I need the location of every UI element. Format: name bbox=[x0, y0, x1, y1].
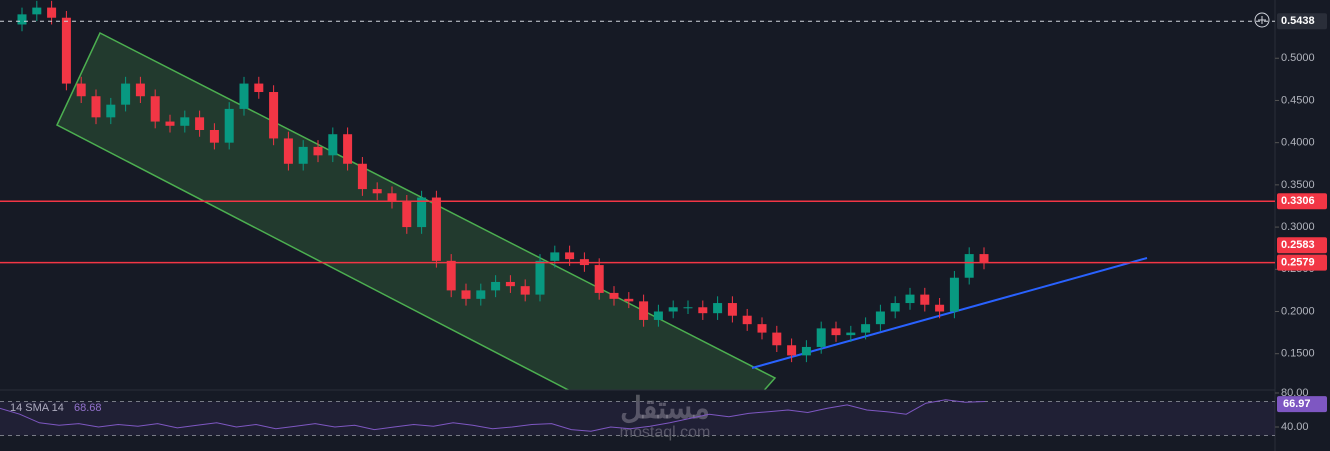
watermark: مستقل bbox=[620, 392, 710, 425]
candle-body bbox=[32, 7, 42, 15]
price-label: 0.3306 bbox=[1281, 195, 1315, 207]
candle-body bbox=[520, 286, 530, 295]
drawings bbox=[56, 31, 777, 390]
candle-body bbox=[698, 307, 708, 314]
last-price-bg bbox=[1277, 237, 1327, 254]
candle-body bbox=[949, 277, 959, 312]
candle-body bbox=[890, 303, 900, 312]
candle-body bbox=[17, 14, 27, 25]
candle-body bbox=[801, 346, 811, 356]
candle-body bbox=[757, 324, 767, 333]
candle-body bbox=[624, 298, 634, 302]
candle-body bbox=[150, 96, 160, 122]
candle-body bbox=[180, 117, 190, 126]
candle-body bbox=[195, 117, 205, 130]
candle-body bbox=[431, 197, 441, 261]
candle-body bbox=[446, 260, 456, 291]
price-label: 0.5438 bbox=[1281, 15, 1315, 27]
candle-body bbox=[787, 345, 797, 356]
candle-body bbox=[535, 260, 545, 295]
candle-body bbox=[505, 281, 515, 287]
rsi-tick-label: 80.00 bbox=[1281, 387, 1309, 399]
candle-body bbox=[387, 193, 397, 202]
candle-body bbox=[565, 252, 575, 260]
candle-body bbox=[61, 17, 71, 84]
candle-body bbox=[461, 290, 471, 299]
y-tick-label: 0.3000 bbox=[1281, 221, 1315, 233]
candle-body bbox=[328, 134, 338, 156]
price-label: 0.2579 bbox=[1281, 257, 1315, 269]
rsi-last-label: 66.97 bbox=[1283, 398, 1311, 410]
candle-body bbox=[165, 121, 175, 126]
candle-body bbox=[313, 146, 323, 156]
price-label-bg bbox=[1277, 193, 1327, 210]
watermark: mostaql.com bbox=[620, 424, 711, 441]
candle-body bbox=[476, 290, 486, 299]
y-tick-label: 0.5000 bbox=[1281, 52, 1315, 64]
candle-body bbox=[76, 83, 86, 97]
candle-body bbox=[106, 104, 116, 118]
add-button[interactable] bbox=[1254, 12, 1270, 28]
candle-body bbox=[550, 252, 560, 261]
candle-body bbox=[224, 108, 234, 143]
candle-body bbox=[639, 301, 649, 320]
rsi-tick-label: 40.00 bbox=[1281, 421, 1309, 433]
candle-body bbox=[609, 292, 619, 299]
candle-body bbox=[135, 83, 145, 97]
add-icon bbox=[1258, 16, 1266, 24]
candle-body bbox=[816, 328, 826, 347]
candle-body bbox=[875, 311, 885, 325]
last-price-label: 0.2583 bbox=[1281, 239, 1315, 251]
y-tick-label: 0.4000 bbox=[1281, 137, 1315, 149]
y-tick-label: 0.3500 bbox=[1281, 179, 1315, 191]
rsi-title: 14 SMA 14 bbox=[10, 402, 64, 414]
candle-body bbox=[209, 130, 219, 143]
candle-body bbox=[772, 332, 782, 346]
rsi-last-bg bbox=[1277, 396, 1327, 413]
candle-body bbox=[283, 138, 293, 164]
trendline bbox=[751, 257, 1148, 369]
candle-body bbox=[653, 311, 663, 320]
candle-body bbox=[979, 254, 989, 263]
candle-body bbox=[964, 254, 974, 278]
candle-body bbox=[846, 332, 856, 336]
candle-body bbox=[269, 92, 279, 139]
candle-body bbox=[491, 281, 501, 291]
candle-body bbox=[357, 163, 367, 190]
rsi-band bbox=[0, 401, 1275, 436]
y-tick-label: 0.1500 bbox=[1281, 348, 1315, 360]
candle-body bbox=[905, 294, 915, 304]
candle-body bbox=[935, 304, 945, 312]
candle-body bbox=[831, 328, 841, 336]
rsi-line bbox=[0, 399, 986, 432]
candle-body bbox=[239, 83, 249, 109]
candle-body bbox=[713, 303, 723, 314]
candle-body bbox=[727, 303, 737, 316]
candle-body bbox=[742, 315, 752, 325]
candle-body bbox=[861, 324, 871, 333]
candle-body bbox=[343, 134, 353, 164]
candles bbox=[17, 0, 989, 363]
candle-body bbox=[254, 83, 264, 93]
candle-body bbox=[668, 307, 678, 312]
candle-body bbox=[402, 201, 412, 228]
candle-body bbox=[683, 307, 693, 309]
candle-body bbox=[91, 96, 101, 118]
candle-body bbox=[417, 197, 427, 228]
candle-body bbox=[298, 146, 308, 164]
y-tick-label: 0.2000 bbox=[1281, 305, 1315, 317]
candle-body bbox=[121, 83, 131, 105]
price-label-bg bbox=[1277, 13, 1327, 30]
price-label-bg bbox=[1277, 254, 1327, 271]
candle-body bbox=[920, 294, 930, 305]
candle-body bbox=[594, 265, 604, 293]
rsi-sma: 68.68 bbox=[74, 402, 102, 414]
y-tick-label: 0.4500 bbox=[1281, 94, 1315, 106]
candle-body bbox=[47, 7, 57, 18]
channel bbox=[56, 31, 777, 390]
candle-body bbox=[372, 189, 382, 194]
